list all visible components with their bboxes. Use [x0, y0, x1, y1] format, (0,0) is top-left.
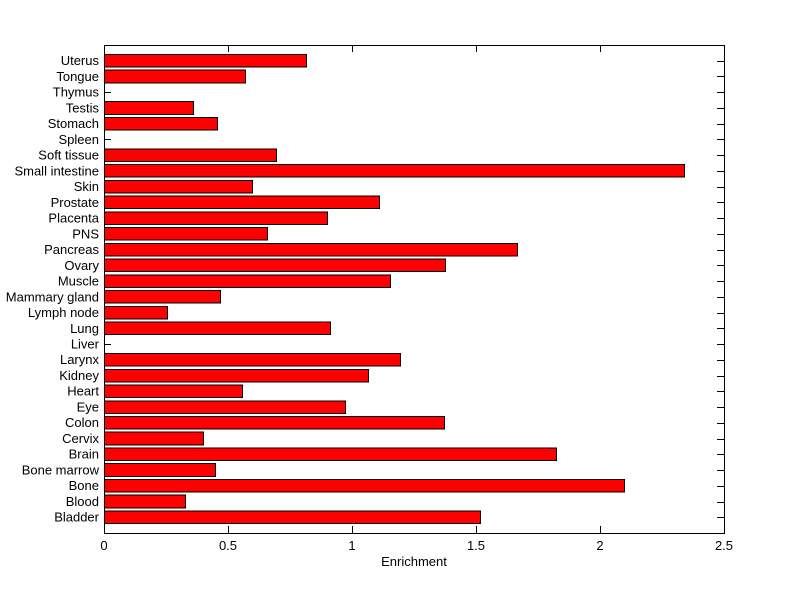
svg-text:Small intestine: Small intestine [14, 163, 99, 178]
svg-text:Testis: Testis [66, 100, 100, 115]
svg-text:Soft tissue: Soft tissue [38, 148, 99, 163]
svg-text:PNS: PNS [72, 226, 99, 241]
svg-text:Spleen: Spleen [59, 132, 99, 147]
svg-text:Thymus: Thymus [53, 85, 100, 100]
svg-text:Colon: Colon [65, 415, 99, 430]
svg-text:Prostate: Prostate [51, 195, 99, 210]
svg-text:Brain: Brain [69, 447, 99, 462]
svg-text:1.5: 1.5 [467, 538, 485, 553]
svg-text:Tongue: Tongue [56, 69, 99, 84]
svg-text:Bladder: Bladder [54, 510, 99, 525]
svg-text:Kidney: Kidney [59, 368, 99, 383]
svg-text:Skin: Skin [74, 179, 99, 194]
svg-text:Heart: Heart [67, 384, 99, 399]
svg-text:Pancreas: Pancreas [44, 242, 99, 257]
svg-text:Blood: Blood [66, 494, 99, 509]
svg-text:1: 1 [348, 538, 355, 553]
svg-text:2: 2 [596, 538, 603, 553]
svg-text:Stomach: Stomach [48, 116, 99, 131]
svg-text:Mammary gland: Mammary gland [6, 289, 99, 304]
svg-text:Bone: Bone [69, 478, 99, 493]
svg-text:0.5: 0.5 [219, 538, 237, 553]
svg-text:Lymph node: Lymph node [28, 305, 99, 320]
svg-text:Enrichment: Enrichment [381, 554, 447, 569]
svg-text:Bone marrow: Bone marrow [22, 462, 100, 477]
svg-text:Liver: Liver [71, 337, 100, 352]
svg-text:Cervix: Cervix [62, 431, 99, 446]
svg-text:Larynx: Larynx [60, 352, 100, 367]
svg-text:Uterus: Uterus [61, 53, 100, 68]
svg-text:Lung: Lung [70, 321, 99, 336]
svg-text:Muscle: Muscle [58, 274, 99, 289]
svg-text:0: 0 [100, 538, 107, 553]
svg-text:Ovary: Ovary [64, 258, 99, 273]
svg-text:2.5: 2.5 [715, 538, 733, 553]
svg-text:Placenta: Placenta [48, 211, 99, 226]
svg-text:Eye: Eye [77, 400, 99, 415]
